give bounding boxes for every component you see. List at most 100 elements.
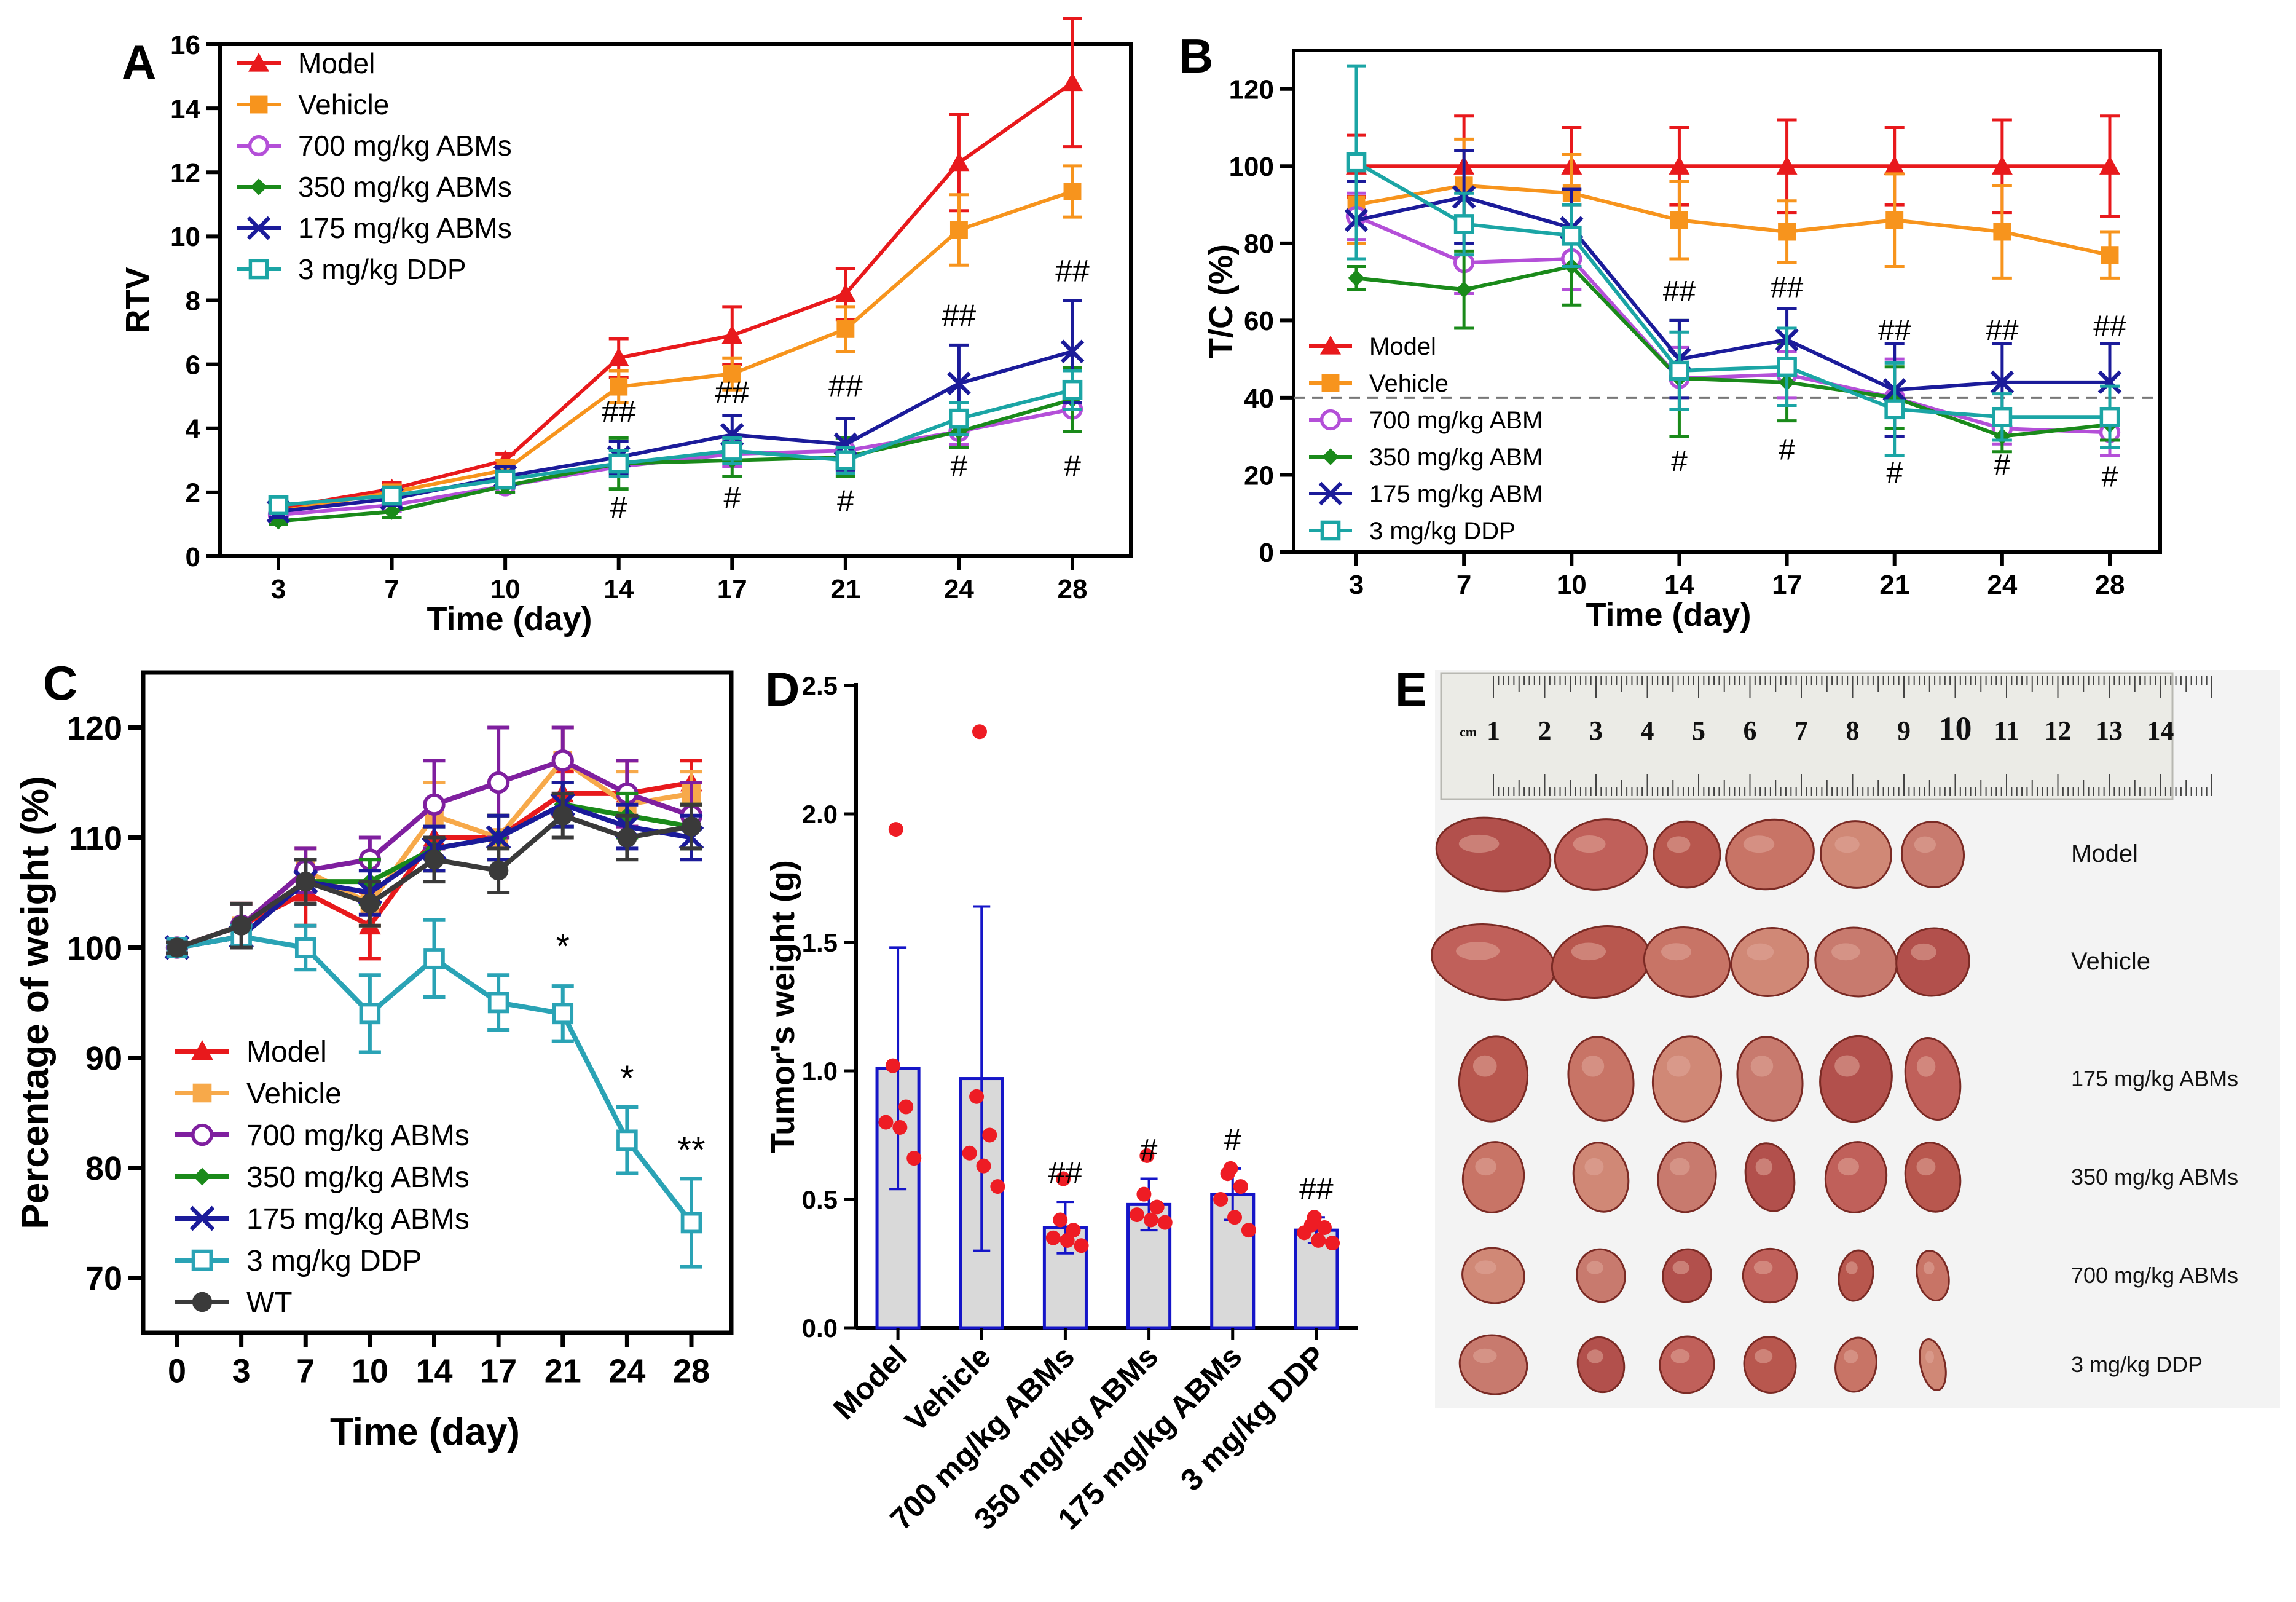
- x-tick-label: 17: [480, 1353, 517, 1390]
- x-tick-label: 10: [1557, 570, 1587, 600]
- x-tick-label: 24: [1987, 570, 2017, 600]
- data-point: [990, 1179, 1005, 1194]
- data-point: [1062, 72, 1083, 92]
- legend-item: 3 mg/kg DDP: [237, 253, 466, 285]
- legend-item: 3 mg/kg DDP: [175, 1245, 422, 1277]
- data-point: [1220, 1166, 1235, 1182]
- tumor-highlight: [1571, 942, 1606, 961]
- legend-label: 700 mg/kg ABM: [1369, 407, 1543, 434]
- data-point: [1992, 406, 2013, 427]
- data-point-b: [1060, 339, 1085, 364]
- tumor-highlight: [1831, 943, 1860, 961]
- tumor: [1730, 926, 1810, 998]
- legend-marker: [191, 1123, 214, 1146]
- tumor-highlight: [1667, 836, 1691, 853]
- data-point: [1311, 1233, 1326, 1248]
- data-point: [424, 850, 444, 870]
- tumor: [1819, 820, 1893, 889]
- plot-frame: [141, 670, 734, 1335]
- legend-marker: [191, 1249, 213, 1271]
- x-axis-title: Time (day): [330, 1411, 520, 1453]
- significance-mark: #: [1064, 449, 1081, 483]
- legend-label: 175 mg/kg ABMs: [246, 1203, 470, 1236]
- legend-label: 3 mg/kg DDP: [1369, 518, 1516, 545]
- tumor-row: 350 mg/kg ABMs: [1461, 1141, 2238, 1213]
- legend-item: 3 mg/kg DDP: [1309, 518, 1516, 545]
- series-wt: [166, 791, 702, 958]
- significance-mark: ##: [1048, 1156, 1083, 1190]
- x-tick-label: 14: [603, 574, 634, 604]
- data-point: [1074, 1238, 1089, 1253]
- tumor-highlight: [1473, 1348, 1497, 1363]
- tumor: [1662, 1248, 1712, 1303]
- x-tick-label: 21: [1879, 570, 1909, 600]
- legend-marker: [248, 135, 270, 157]
- legend-item: Model: [175, 1036, 327, 1068]
- y-tick-label: 1.5: [802, 928, 838, 957]
- y-tick-label: 4: [186, 414, 201, 444]
- significance-mark: #: [1224, 1123, 1241, 1157]
- data-point: [1884, 399, 1905, 420]
- tumor-highlight: [1586, 1261, 1603, 1274]
- legend-item: WT: [175, 1287, 293, 1319]
- data-point: [1157, 1215, 1173, 1230]
- x-tick-label: 3: [1349, 570, 1364, 600]
- data-point: [1990, 370, 2015, 395]
- data-point: [878, 1115, 894, 1130]
- legend-item: 700 mg/kg ABMs: [175, 1119, 470, 1152]
- series-line: [1356, 195, 2110, 392]
- y-axis-title: Percentage of weight (%): [14, 776, 57, 1229]
- x-tick-label: 7: [296, 1353, 315, 1390]
- data-point: [610, 377, 628, 396]
- legend-marker: [1320, 520, 1341, 541]
- tumor: [1572, 1142, 1630, 1213]
- y-tick-label: 0: [1259, 538, 1274, 568]
- data-point: [1885, 211, 1904, 229]
- data-point: [1053, 1212, 1068, 1228]
- significance-mark: ##: [715, 375, 749, 409]
- data-point: [1453, 214, 1474, 234]
- x-tick-label: 21: [545, 1353, 581, 1390]
- data-point: [296, 871, 316, 892]
- data-point-b: [486, 825, 511, 850]
- data-point: [231, 915, 251, 936]
- data-point: [1227, 1210, 1243, 1225]
- panel-b-line-chart: 0 20 40 60 80 100 120 3 7 10 14 17 21 24 28 Time (day) T…: [1179, 29, 2162, 633]
- data-point: [885, 1058, 900, 1073]
- significance-mark: *: [620, 1059, 634, 1099]
- ruler-unit: cm: [1460, 724, 1477, 740]
- data-point: [488, 861, 509, 881]
- significance-mark: ##: [1299, 1171, 1334, 1205]
- row-label: Model: [2071, 840, 2138, 867]
- panel-c-line-chart: 70 80 90 100 110 120 0 3 7 10 14 17 21 24 28 Time (day)…: [14, 656, 734, 1453]
- data-point: [1136, 1186, 1152, 1202]
- x-tick-label: 7: [384, 574, 399, 604]
- data-point: [835, 283, 856, 302]
- y-tick-label: 0.5: [802, 1185, 838, 1214]
- legend-label: Model: [246, 1036, 327, 1068]
- tumor-highlight: [1834, 1055, 1860, 1077]
- data-point: [949, 221, 968, 239]
- series-line: [1356, 264, 2110, 438]
- data-point: [972, 724, 987, 740]
- plot-frame: [218, 42, 1133, 558]
- data-point: [962, 1145, 977, 1161]
- row-label: 700 mg/kg ABMs: [2071, 1263, 2238, 1288]
- x-tick-label: 17: [1772, 570, 1802, 600]
- x-tick-label: 21: [830, 574, 860, 604]
- ruler: [1440, 672, 2174, 800]
- tumor: [1916, 1250, 1950, 1301]
- x-tick-label: 10: [352, 1353, 388, 1390]
- ruler-number: 4: [1641, 716, 1654, 746]
- data-point: [383, 503, 401, 520]
- series-line: [278, 388, 1073, 507]
- series-3-mg-kg-ddp: [1346, 64, 2120, 457]
- data-point: [552, 805, 573, 826]
- tumor: [1657, 1141, 1717, 1213]
- tumor-highlight: [1911, 943, 1936, 961]
- tumor: [1651, 1035, 1723, 1123]
- legend-label: 175 mg/kg ABM: [1369, 481, 1543, 508]
- x-axis-title: Time (day): [427, 601, 592, 637]
- y-tick-label: 10: [170, 222, 200, 252]
